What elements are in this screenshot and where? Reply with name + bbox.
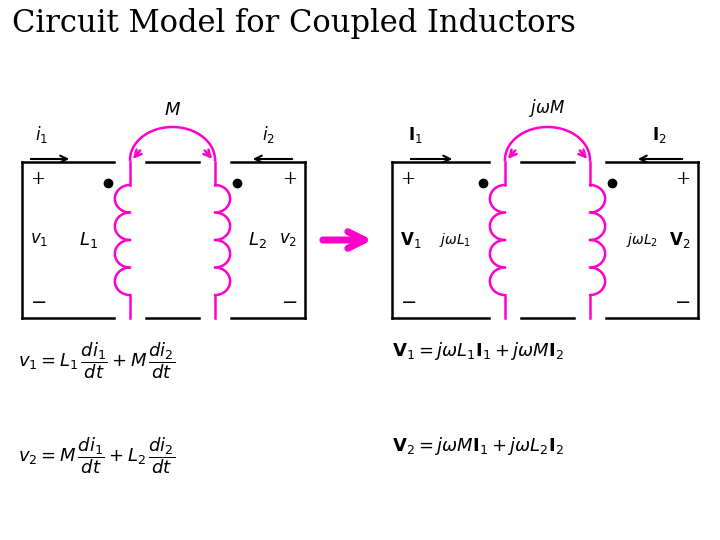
Text: $\mathbf{V}_1$: $\mathbf{V}_1$ (400, 230, 421, 250)
Text: $j\omega L_2$: $j\omega L_2$ (626, 231, 658, 249)
Text: Circuit Model for Coupled Inductors: Circuit Model for Coupled Inductors (12, 8, 576, 39)
Text: $-$: $-$ (674, 292, 690, 310)
Text: $v_1 = L_1\,\dfrac{di_1}{dt} + M\,\dfrac{di_2}{dt}$: $v_1 = L_1\,\dfrac{di_1}{dt} + M\,\dfrac… (18, 340, 176, 381)
Text: +: + (675, 170, 690, 188)
Text: $i_2$: $i_2$ (262, 124, 275, 145)
Text: $-$: $-$ (400, 292, 416, 310)
Text: $-$: $-$ (281, 292, 297, 310)
Text: $\mathbf{V}_1 = j\omega L_1\mathbf{I}_1 + j\omega M\mathbf{I}_2$: $\mathbf{V}_1 = j\omega L_1\mathbf{I}_1 … (392, 340, 564, 362)
Text: $L_2$: $L_2$ (248, 230, 266, 250)
Text: +: + (400, 170, 415, 188)
Text: $i_1$: $i_1$ (35, 124, 48, 145)
Text: $M$: $M$ (164, 101, 181, 119)
Text: +: + (30, 170, 45, 188)
Text: $v_1$: $v_1$ (30, 232, 48, 248)
Text: $\mathbf{I}_2$: $\mathbf{I}_2$ (652, 125, 667, 145)
Text: $j\omega M$: $j\omega M$ (529, 97, 566, 119)
Text: $\mathbf{V}_2$: $\mathbf{V}_2$ (669, 230, 690, 250)
Text: $L_1$: $L_1$ (78, 230, 97, 250)
Text: $v_2 = M\,\dfrac{di_1}{dt} + L_2\,\dfrac{di_2}{dt}$: $v_2 = M\,\dfrac{di_1}{dt} + L_2\,\dfrac… (18, 435, 176, 476)
Text: $v_2$: $v_2$ (279, 232, 297, 248)
Text: $\mathbf{V}_2 = j\omega M\mathbf{I}_1 + j\omega L_2\mathbf{I}_2$: $\mathbf{V}_2 = j\omega M\mathbf{I}_1 + … (392, 435, 564, 457)
Text: $-$: $-$ (30, 292, 46, 310)
Text: $j\omega L_1$: $j\omega L_1$ (439, 231, 471, 249)
Text: +: + (282, 170, 297, 188)
Text: $\mathbf{I}_1$: $\mathbf{I}_1$ (408, 125, 423, 145)
